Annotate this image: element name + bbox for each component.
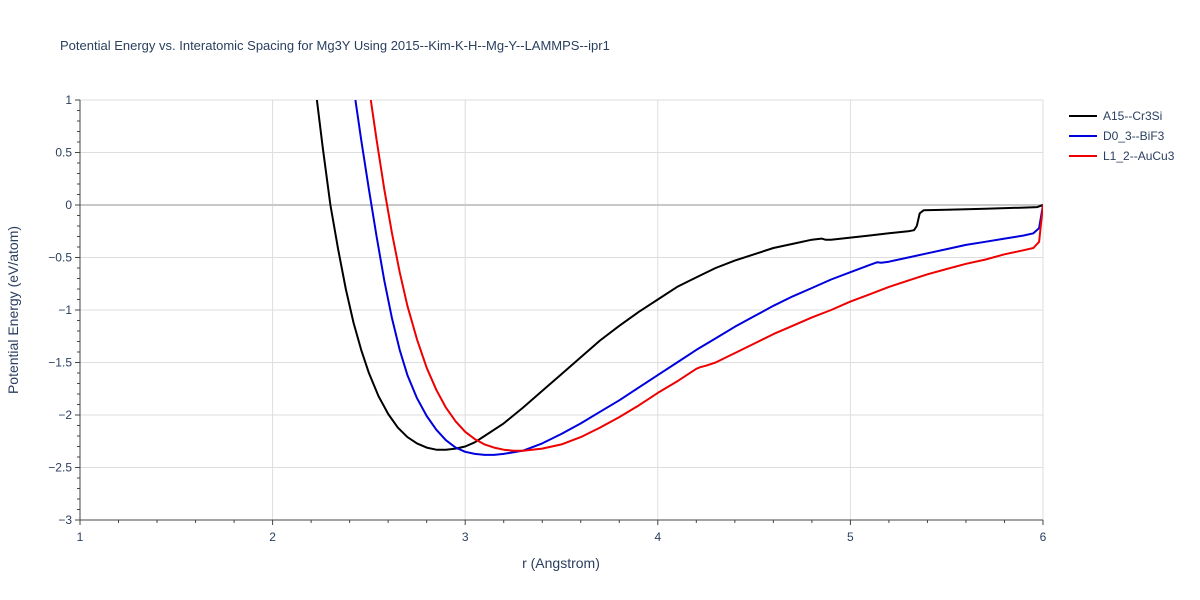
legend-item-2[interactable]: D0_3--BiF3 [1069,129,1165,143]
x-tick-label: 5 [847,530,854,544]
grid-lines [80,99,1044,521]
y-tick-label: −0.5 [48,251,72,265]
legend-label: A15--Cr3Si [1103,109,1162,123]
y-axis-title: Potential Energy (eV/atom) [5,226,21,394]
x-tick-label: 2 [269,530,276,544]
series-line-2 [354,100,1043,456]
y-tick-label: −2 [58,408,72,422]
x-axis-title: r (Angstrom) [522,555,600,571]
chart-title: Potential Energy vs. Interatomic Spacing… [60,38,610,53]
y-tick-label: −1 [58,303,72,317]
y-tick-label: 0 [65,198,72,212]
legend[interactable]: A15--Cr3Si D0_3--BiF3 L1_2--AuCu3 [1069,109,1175,163]
legend-label: L1_2--AuCu3 [1103,149,1175,163]
legend-label: D0_3--BiF3 [1103,129,1165,143]
legend-item-1[interactable]: A15--Cr3Si [1069,109,1162,123]
y-tick-label: 0.5 [55,146,72,160]
y-tick-label: −2.5 [48,461,72,475]
x-tick-label: 3 [462,530,469,544]
tick-labels: 1 2 3 4 5 6 1 0.5 0 −0.5 −1 −1.5 −2 −2.5 −3 [48,93,1046,544]
series-layer [315,100,1043,456]
series-line-3 [369,100,1043,452]
y-tick-label: −3 [58,513,72,527]
x-tick-label: 4 [654,530,661,544]
legend-item-3[interactable]: L1_2--AuCu3 [1069,149,1175,163]
y-tick-label: 1 [65,93,72,107]
x-tick-label: 1 [77,530,84,544]
series-line-1 [315,100,1043,451]
x-tick-label: 6 [1040,530,1047,544]
y-tick-label: −1.5 [48,356,72,370]
axes [75,99,1044,525]
